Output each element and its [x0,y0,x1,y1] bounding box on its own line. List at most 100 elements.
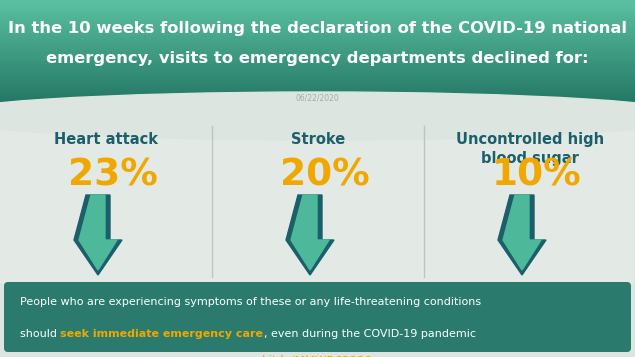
Bar [0,43,635,45]
Bar [0,79,635,81]
Text: In the 10 weeks following the declaration of the COVID-19 national: In the 10 weeks following the declaratio… [8,20,627,35]
Bar [0,52,635,54]
Bar [0,60,635,61]
Bar [0,25,635,27]
Bar [0,109,635,111]
Bar [0,17,635,20]
Bar [0,80,635,82]
Ellipse shape [0,92,635,140]
Bar [0,103,635,105]
Bar [0,100,635,102]
Bar [0,88,635,90]
Bar [0,13,635,15]
Text: MMWR: MMWR [568,356,620,357]
Bar [0,34,635,36]
Bar [0,105,635,106]
Text: 20%: 20% [280,157,370,193]
Polygon shape [498,195,546,275]
Bar [0,45,635,46]
Bar [0,94,635,96]
Text: seek immediate emergency care: seek immediate emergency care [60,329,264,339]
Bar [0,111,635,112]
Bar [0,35,635,37]
Bar [0,118,635,120]
Text: Heart attack: Heart attack [54,132,158,147]
Bar [0,28,635,30]
Bar [0,84,635,85]
Bar [0,4,635,6]
Bar [0,76,635,78]
Bar [0,99,635,101]
Polygon shape [286,195,334,275]
Polygon shape [503,195,541,270]
Bar [0,114,635,116]
Text: bit.ly/MMWR62220: bit.ly/MMWR62220 [262,356,373,357]
Bar [0,58,635,60]
Text: 06/22/2020: 06/22/2020 [296,94,339,102]
Polygon shape [291,195,329,270]
Text: emergency, visits to emergency departments declined for:: emergency, visits to emergency departmen… [46,50,589,65]
FancyBboxPatch shape [4,282,631,352]
Text: Stroke: Stroke [291,132,345,147]
Polygon shape [79,195,117,270]
Bar [0,30,635,31]
Bar [0,50,635,52]
Bar [0,2,635,5]
Bar [0,0,635,1]
Bar [0,62,635,65]
Bar [0,86,635,89]
Bar [0,73,635,75]
Text: 10%: 10% [492,157,582,193]
Bar [0,39,635,40]
Bar [0,91,635,93]
Bar [0,64,635,66]
Bar [0,11,635,14]
Bar [0,40,635,42]
Text: 23%: 23% [68,157,158,193]
Bar [0,37,635,39]
Bar [0,20,635,22]
Bar [211,116,422,282]
Bar [0,61,635,63]
Bar [0,32,635,35]
Bar [0,116,211,282]
Text: Uncontrolled high
blood sugar: Uncontrolled high blood sugar [456,132,604,166]
Bar [0,9,635,10]
Bar [0,5,635,7]
Bar [0,7,635,9]
Bar [0,49,635,51]
Bar [0,10,635,12]
Bar [0,70,635,72]
Bar [0,69,635,70]
Bar [0,1,635,3]
Bar [0,22,635,24]
Bar [0,107,635,110]
Bar [0,116,635,119]
Bar [0,19,635,21]
Bar [0,82,635,84]
Bar [0,75,635,76]
Text: CDC.GOV: CDC.GOV [15,356,76,357]
Bar [0,55,635,57]
Text: , even during the COVID-19 pandemic: , even during the COVID-19 pandemic [264,329,476,339]
Bar [0,92,635,95]
Bar [0,56,635,59]
Bar [0,106,635,108]
Bar [0,97,635,99]
Bar [0,96,635,97]
Text: People who are experiencing symptoms of these or any life-threatening conditions: People who are experiencing symptoms of … [20,297,481,307]
Bar [0,31,635,33]
Bar [0,101,635,104]
Bar [0,115,635,117]
Bar [0,24,635,25]
Bar [0,16,635,18]
Polygon shape [74,195,122,275]
Bar [0,15,635,16]
Bar [0,112,635,114]
Bar [0,47,635,50]
Bar [0,26,635,29]
Bar [0,41,635,44]
Bar [0,67,635,69]
Bar [0,85,635,87]
Bar [0,71,635,74]
